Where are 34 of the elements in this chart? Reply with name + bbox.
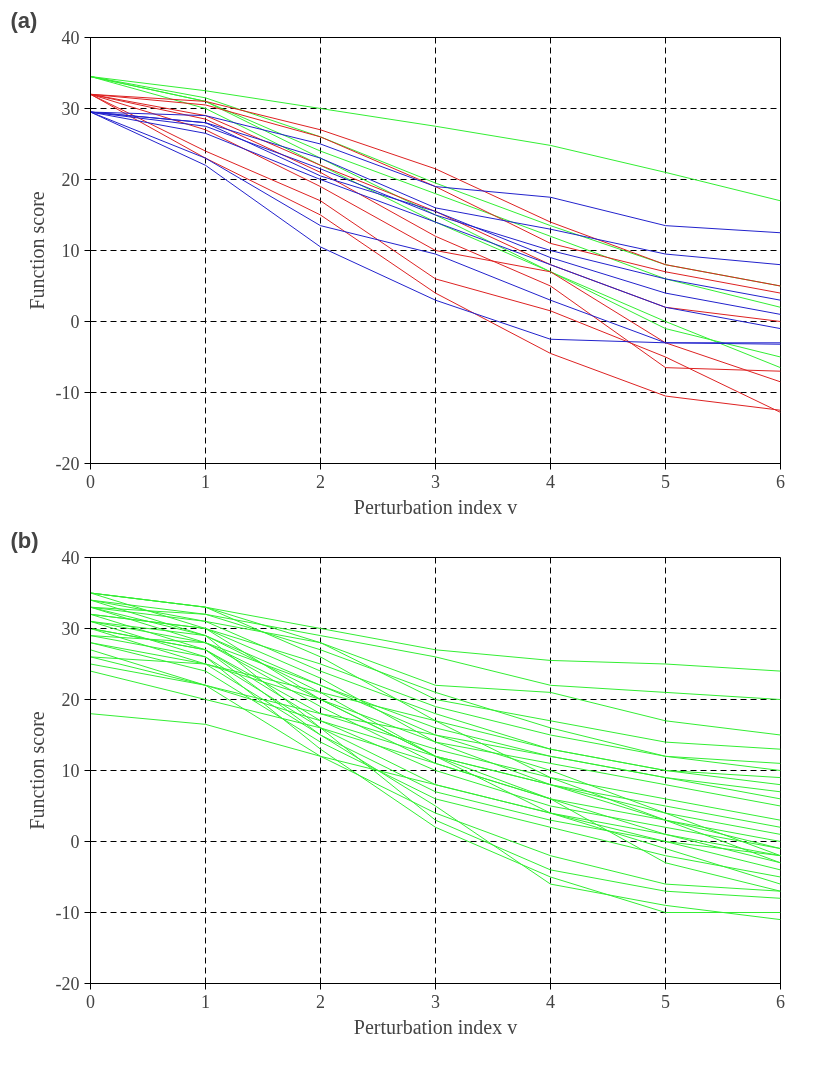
x-tick-label: 0 bbox=[86, 991, 95, 1012]
y-tick-label: 20 bbox=[61, 690, 80, 710]
x-tick-label: 2 bbox=[316, 991, 325, 1012]
x-tick-label: 1 bbox=[201, 471, 210, 492]
x-tick-label: 5 bbox=[661, 991, 670, 1012]
x-axis-title: Perturbation index v bbox=[353, 495, 518, 518]
x-tick-label: 6 bbox=[776, 991, 785, 1012]
y-tick-label: 30 bbox=[61, 619, 80, 639]
y-tick-label: 10 bbox=[61, 241, 80, 261]
y-axis-title: Function score bbox=[25, 711, 48, 830]
x-tick-label: 6 bbox=[776, 471, 785, 492]
x-axis-title: Perturbation index v bbox=[353, 1015, 518, 1038]
x-tick-label: 3 bbox=[431, 991, 440, 1012]
y-tick-label: -10 bbox=[55, 903, 80, 923]
y-tick-label: 40 bbox=[61, 548, 80, 568]
y-tick-label: 0 bbox=[70, 832, 80, 852]
y-tick-label: -20 bbox=[55, 974, 80, 994]
y-tick-label: 0 bbox=[70, 312, 80, 332]
x-tick-label: 0 bbox=[86, 471, 95, 492]
chart-title: (a) bbox=[10, 7, 38, 33]
y-tick-label: 10 bbox=[61, 761, 80, 781]
y-axis-title: Function score bbox=[25, 191, 48, 310]
y-tick-label: 20 bbox=[61, 170, 80, 190]
chart-title: (b) bbox=[10, 527, 39, 553]
x-tick-label: 2 bbox=[316, 471, 325, 492]
x-tick-label: 4 bbox=[546, 471, 555, 492]
y-tick-label: 40 bbox=[61, 28, 80, 48]
y-tick-label: -20 bbox=[55, 454, 80, 474]
x-tick-label: 3 bbox=[431, 471, 440, 492]
y-tick-label: -10 bbox=[55, 383, 80, 403]
y-tick-label: 30 bbox=[61, 99, 80, 119]
x-tick-label: 5 bbox=[661, 471, 670, 492]
x-tick-label: 4 bbox=[546, 991, 555, 1012]
x-tick-label: 1 bbox=[201, 991, 210, 1012]
